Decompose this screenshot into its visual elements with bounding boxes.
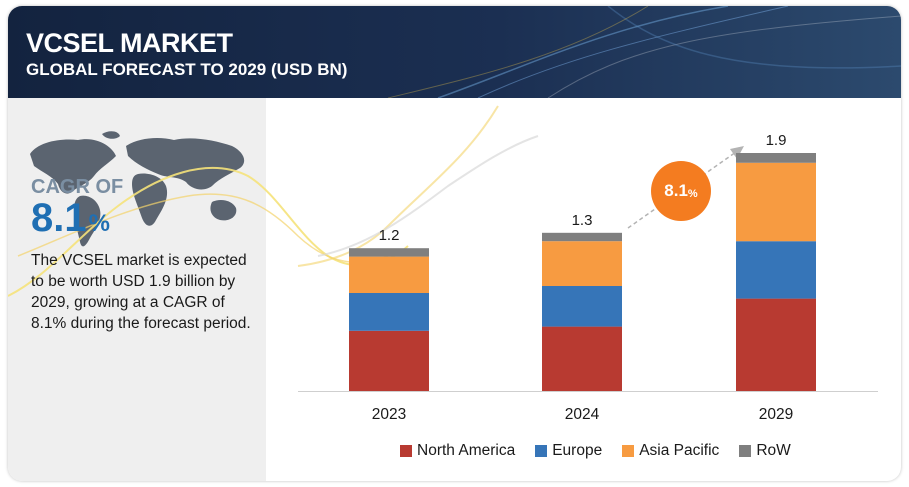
legend-swatch [739, 445, 752, 457]
cagr-percent-sign: % [88, 210, 110, 237]
legend-swatch [400, 445, 412, 457]
bar-segment-asia-pacific-2024 [542, 241, 622, 286]
bar-segment-north-america-2023 [349, 330, 429, 391]
market-description: The VCSEL market is expected to be worth… [31, 252, 251, 332]
bar-segment-row-2024 [542, 232, 622, 242]
infographic-card: VCSEL MARKET GLOBAL FORECAST TO 2029 (US… [8, 6, 901, 481]
bar-segment-asia-pacific-2023 [349, 256, 429, 293]
bar-segment-row-2029 [736, 153, 816, 163]
bar-segment-europe-2024 [542, 286, 622, 327]
bar-segment-asia-pacific-2029 [736, 162, 816, 242]
badge-percent-sign: % [687, 187, 698, 200]
legend-swatch [535, 445, 548, 457]
x-tick-label: 2024 [565, 406, 600, 423]
page-title: VCSEL MARKET [26, 28, 233, 58]
page-subtitle: GLOBAL FORECAST TO 2029 (USD BN) [26, 60, 348, 79]
legend-item: Europe [535, 442, 602, 460]
legend-swatch [622, 445, 635, 457]
cagr-badge: 8.1% [651, 161, 711, 221]
cagr-label: CAGR OF [31, 176, 124, 198]
legend-label: Asia Pacific [639, 442, 720, 459]
stacked-bar-chart: 1.2 2023 1.3 2024 1.9 2029 [298, 132, 878, 423]
legend-label: North America [417, 442, 516, 459]
bar-segment-north-america-2024 [542, 326, 622, 391]
legend-label: Europe [552, 442, 603, 459]
bar-total-label: 1.9 [766, 132, 787, 149]
bar-segment-europe-2029 [736, 241, 816, 299]
legend-item: Asia Pacific [622, 442, 719, 460]
legend-label: RoW [756, 442, 791, 459]
x-tick-label: 2023 [372, 406, 406, 423]
cagr-value: 8.1% [31, 196, 110, 241]
chart-legend: North America Europe Asia Pacific RoW [400, 442, 791, 460]
badge-number: 8.1 [664, 181, 688, 200]
bar-total-label: 1.3 [572, 212, 593, 229]
bar-segment-europe-2023 [349, 293, 429, 331]
cagr-number: 8.1 [31, 196, 87, 240]
bar-segment-north-america-2029 [736, 298, 816, 391]
x-tick-label: 2029 [759, 406, 793, 423]
bar-total-label: 1.2 [379, 227, 400, 244]
legend-item: RoW [739, 442, 791, 460]
header-banner: VCSEL MARKET GLOBAL FORECAST TO 2029 (US… [8, 6, 901, 98]
header-light-streaks [387, 6, 901, 98]
bar-segment-row-2023 [349, 248, 429, 257]
legend-item: North America [400, 442, 515, 460]
